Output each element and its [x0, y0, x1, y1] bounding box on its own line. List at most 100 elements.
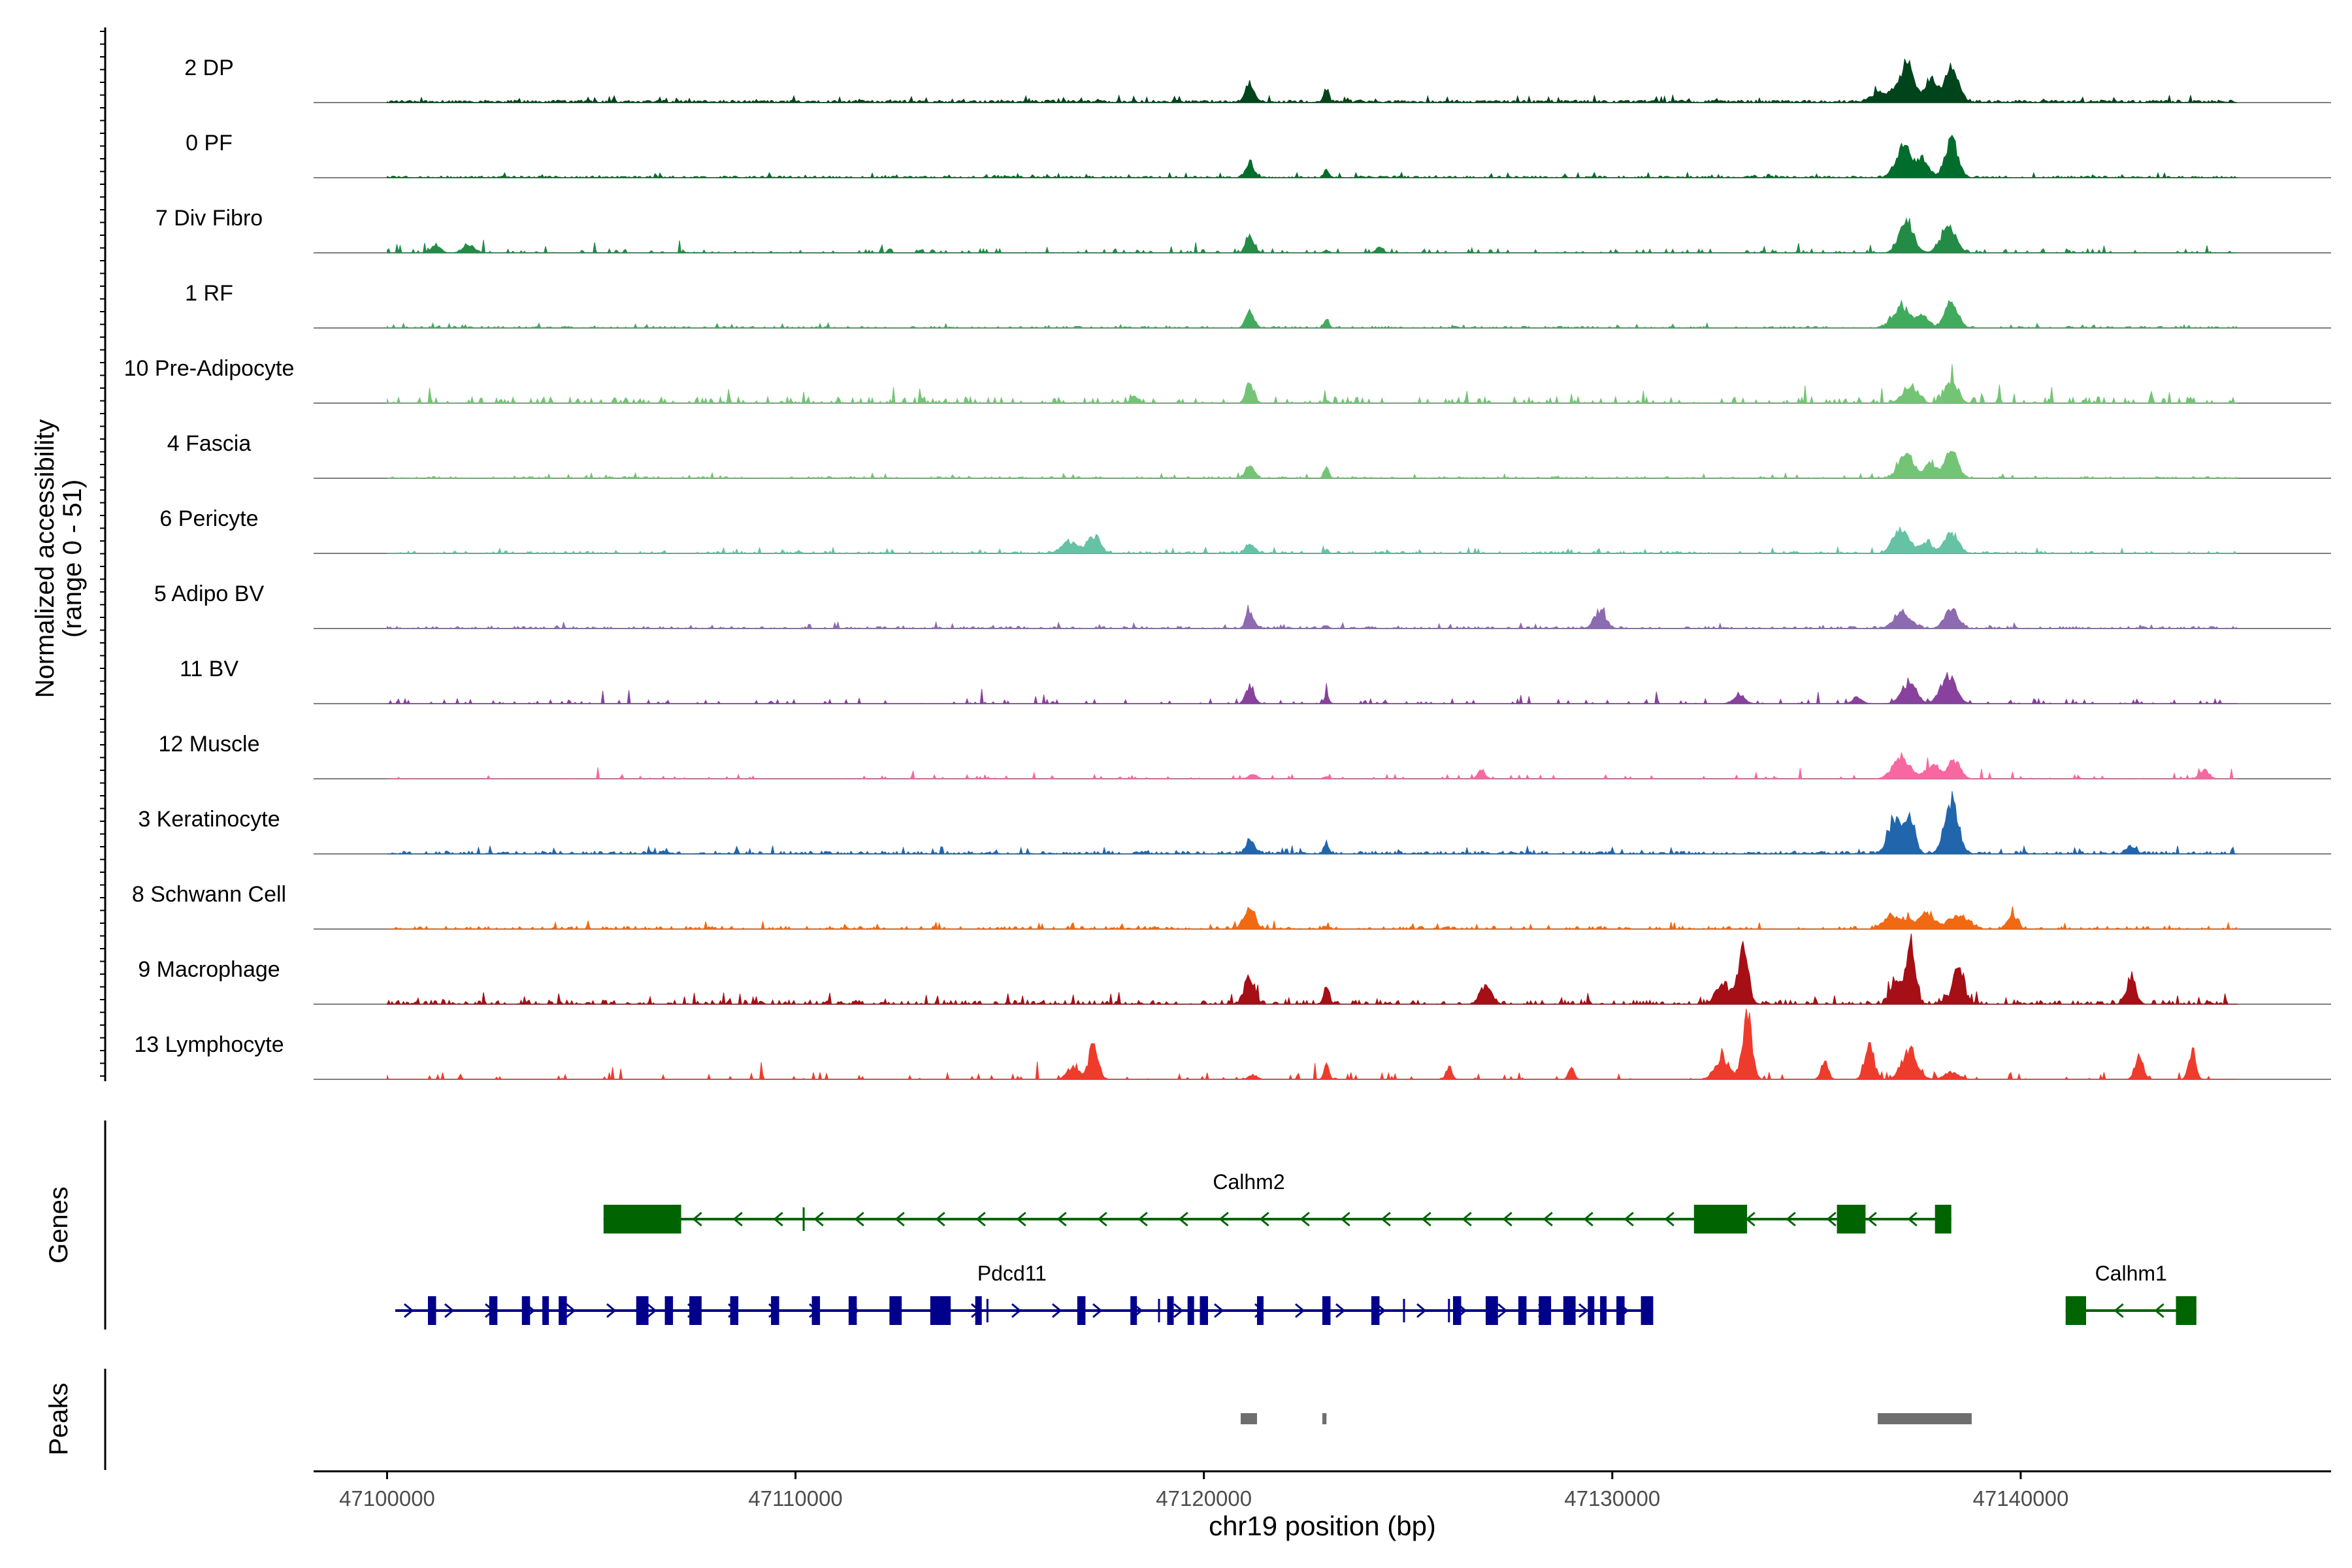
strand-arrow — [1137, 1211, 1148, 1227]
exon — [1130, 1296, 1137, 1325]
exon — [889, 1296, 902, 1325]
strand-arrow — [1011, 1303, 1022, 1318]
exon — [1539, 1296, 1552, 1325]
strand-arrow — [1497, 1303, 1508, 1318]
track-10: 3 Keratinocyte — [138, 791, 2331, 855]
exon — [1200, 1296, 1208, 1325]
strand-arrow — [404, 1303, 414, 1318]
strand-arrow — [1335, 1303, 1346, 1318]
exon — [1077, 1296, 1086, 1325]
strand-arrow — [444, 1303, 455, 1318]
coverage-area — [386, 933, 2238, 1005]
exon — [1837, 1205, 1866, 1233]
strand-arrow — [1016, 1211, 1026, 1227]
strand-arrow — [773, 1211, 783, 1227]
track-1: 0 PF — [186, 131, 2331, 179]
y-axis-title-line1: Normalized accessibility — [31, 419, 59, 698]
exon — [1371, 1296, 1380, 1325]
strand-arrow — [975, 1211, 986, 1227]
strand-arrow — [1052, 1303, 1062, 1318]
strand-arrow — [1624, 1211, 1634, 1227]
exon — [1322, 1296, 1331, 1325]
exon — [811, 1296, 821, 1325]
x-tick-label: 47140000 — [1972, 1486, 2068, 1511]
track-0: 2 DP — [184, 56, 2331, 104]
exon — [1563, 1296, 1576, 1325]
track-6: 6 Pericyte — [159, 506, 2331, 555]
exon — [521, 1296, 531, 1325]
track-12: 9 Macrophage — [138, 933, 2331, 1005]
strand-arrow — [1786, 1211, 1796, 1227]
strand-arrow — [647, 1303, 657, 1318]
strand-arrow — [1380, 1211, 1391, 1227]
track-label: 5 Adipo BV — [154, 581, 265, 606]
exon — [2176, 1296, 2197, 1325]
strand-arrow — [692, 1211, 702, 1227]
exon — [1693, 1205, 1748, 1233]
strand-arrow — [1092, 1303, 1103, 1318]
track-label: 6 Pericyte — [159, 506, 258, 531]
track-9: 12 Muscle — [159, 732, 2331, 780]
exon — [1588, 1296, 1595, 1325]
track-7: 5 Adipo BV — [154, 581, 2331, 629]
track-13: 13 Lymphocyte — [134, 1008, 2331, 1081]
strand-arrow — [935, 1211, 945, 1227]
exon — [730, 1296, 739, 1325]
strand-arrow — [1218, 1211, 1229, 1227]
strand-arrow — [1664, 1211, 1674, 1227]
peaks-section-title: Peaks — [44, 1382, 73, 1455]
exon — [664, 1296, 674, 1325]
exon — [689, 1296, 702, 1325]
exon — [489, 1296, 498, 1325]
gene-calhm1: Calhm1 — [2065, 1262, 2197, 1325]
coverage-area — [387, 451, 2238, 479]
coverage-area — [387, 604, 2238, 629]
gene-pdcd11: Pdcd11 — [395, 1262, 1654, 1325]
exon — [1486, 1296, 1498, 1325]
strand-arrow — [1583, 1211, 1593, 1227]
x-axis-ticks: 47100000 47110000 47120000 47130000 47140000 — [339, 1471, 2068, 1511]
track-label: 4 Fascia — [167, 431, 252, 456]
strand-arrow — [2154, 1303, 2164, 1318]
strand-arrow — [1299, 1211, 1310, 1227]
track-label: 1 RF — [185, 281, 233, 306]
coverage-area — [387, 1008, 2238, 1081]
coverage-tracks: 2 DP 0 PF 7 Div Fibro 1 RF 10 Pre-Adipocyte 4… — [124, 56, 2331, 1081]
exon — [1518, 1296, 1527, 1325]
strand-arrow — [1097, 1211, 1107, 1227]
gene-label: Calhm1 — [2095, 1262, 2167, 1285]
coverage-area — [387, 526, 2238, 555]
strand-arrow — [1867, 1211, 1877, 1227]
coverage-area — [387, 672, 2238, 705]
exon — [559, 1296, 567, 1325]
exon — [1167, 1296, 1174, 1325]
track-label: 13 Lymphocyte — [134, 1032, 284, 1057]
track-label: 2 DP — [184, 56, 234, 80]
exon — [771, 1296, 779, 1325]
track-11: 8 Schwann Cell — [132, 882, 2331, 930]
track-label: 3 Keratinocyte — [138, 807, 280, 832]
peak-region — [1322, 1413, 1327, 1424]
strand-arrow — [1178, 1211, 1188, 1227]
track-label: 11 BV — [180, 657, 238, 681]
gene-calhm2: Calhm2 — [603, 1170, 1952, 1233]
exon — [603, 1205, 681, 1233]
strand-arrow — [1295, 1303, 1305, 1318]
exon — [542, 1296, 549, 1325]
strand-arrow — [1826, 1211, 1837, 1227]
y-axis-title-line2: (range 0 - 51) — [58, 480, 87, 638]
x-axis-title: chr19 position (bp) — [1209, 1511, 1436, 1541]
exon — [1453, 1296, 1462, 1325]
gene-label: Pdcd11 — [977, 1262, 1047, 1285]
strand-arrow — [1173, 1303, 1184, 1318]
strand-arrow — [1907, 1211, 1918, 1227]
track-label: 0 PF — [186, 131, 233, 155]
exon — [1616, 1296, 1625, 1325]
track-3: 1 RF — [185, 281, 2331, 329]
strand-arrow — [1502, 1211, 1512, 1227]
strand-arrow — [1214, 1303, 1224, 1318]
peak-region — [1878, 1413, 1972, 1424]
strand-arrow — [854, 1211, 864, 1227]
strand-arrow — [894, 1211, 905, 1227]
